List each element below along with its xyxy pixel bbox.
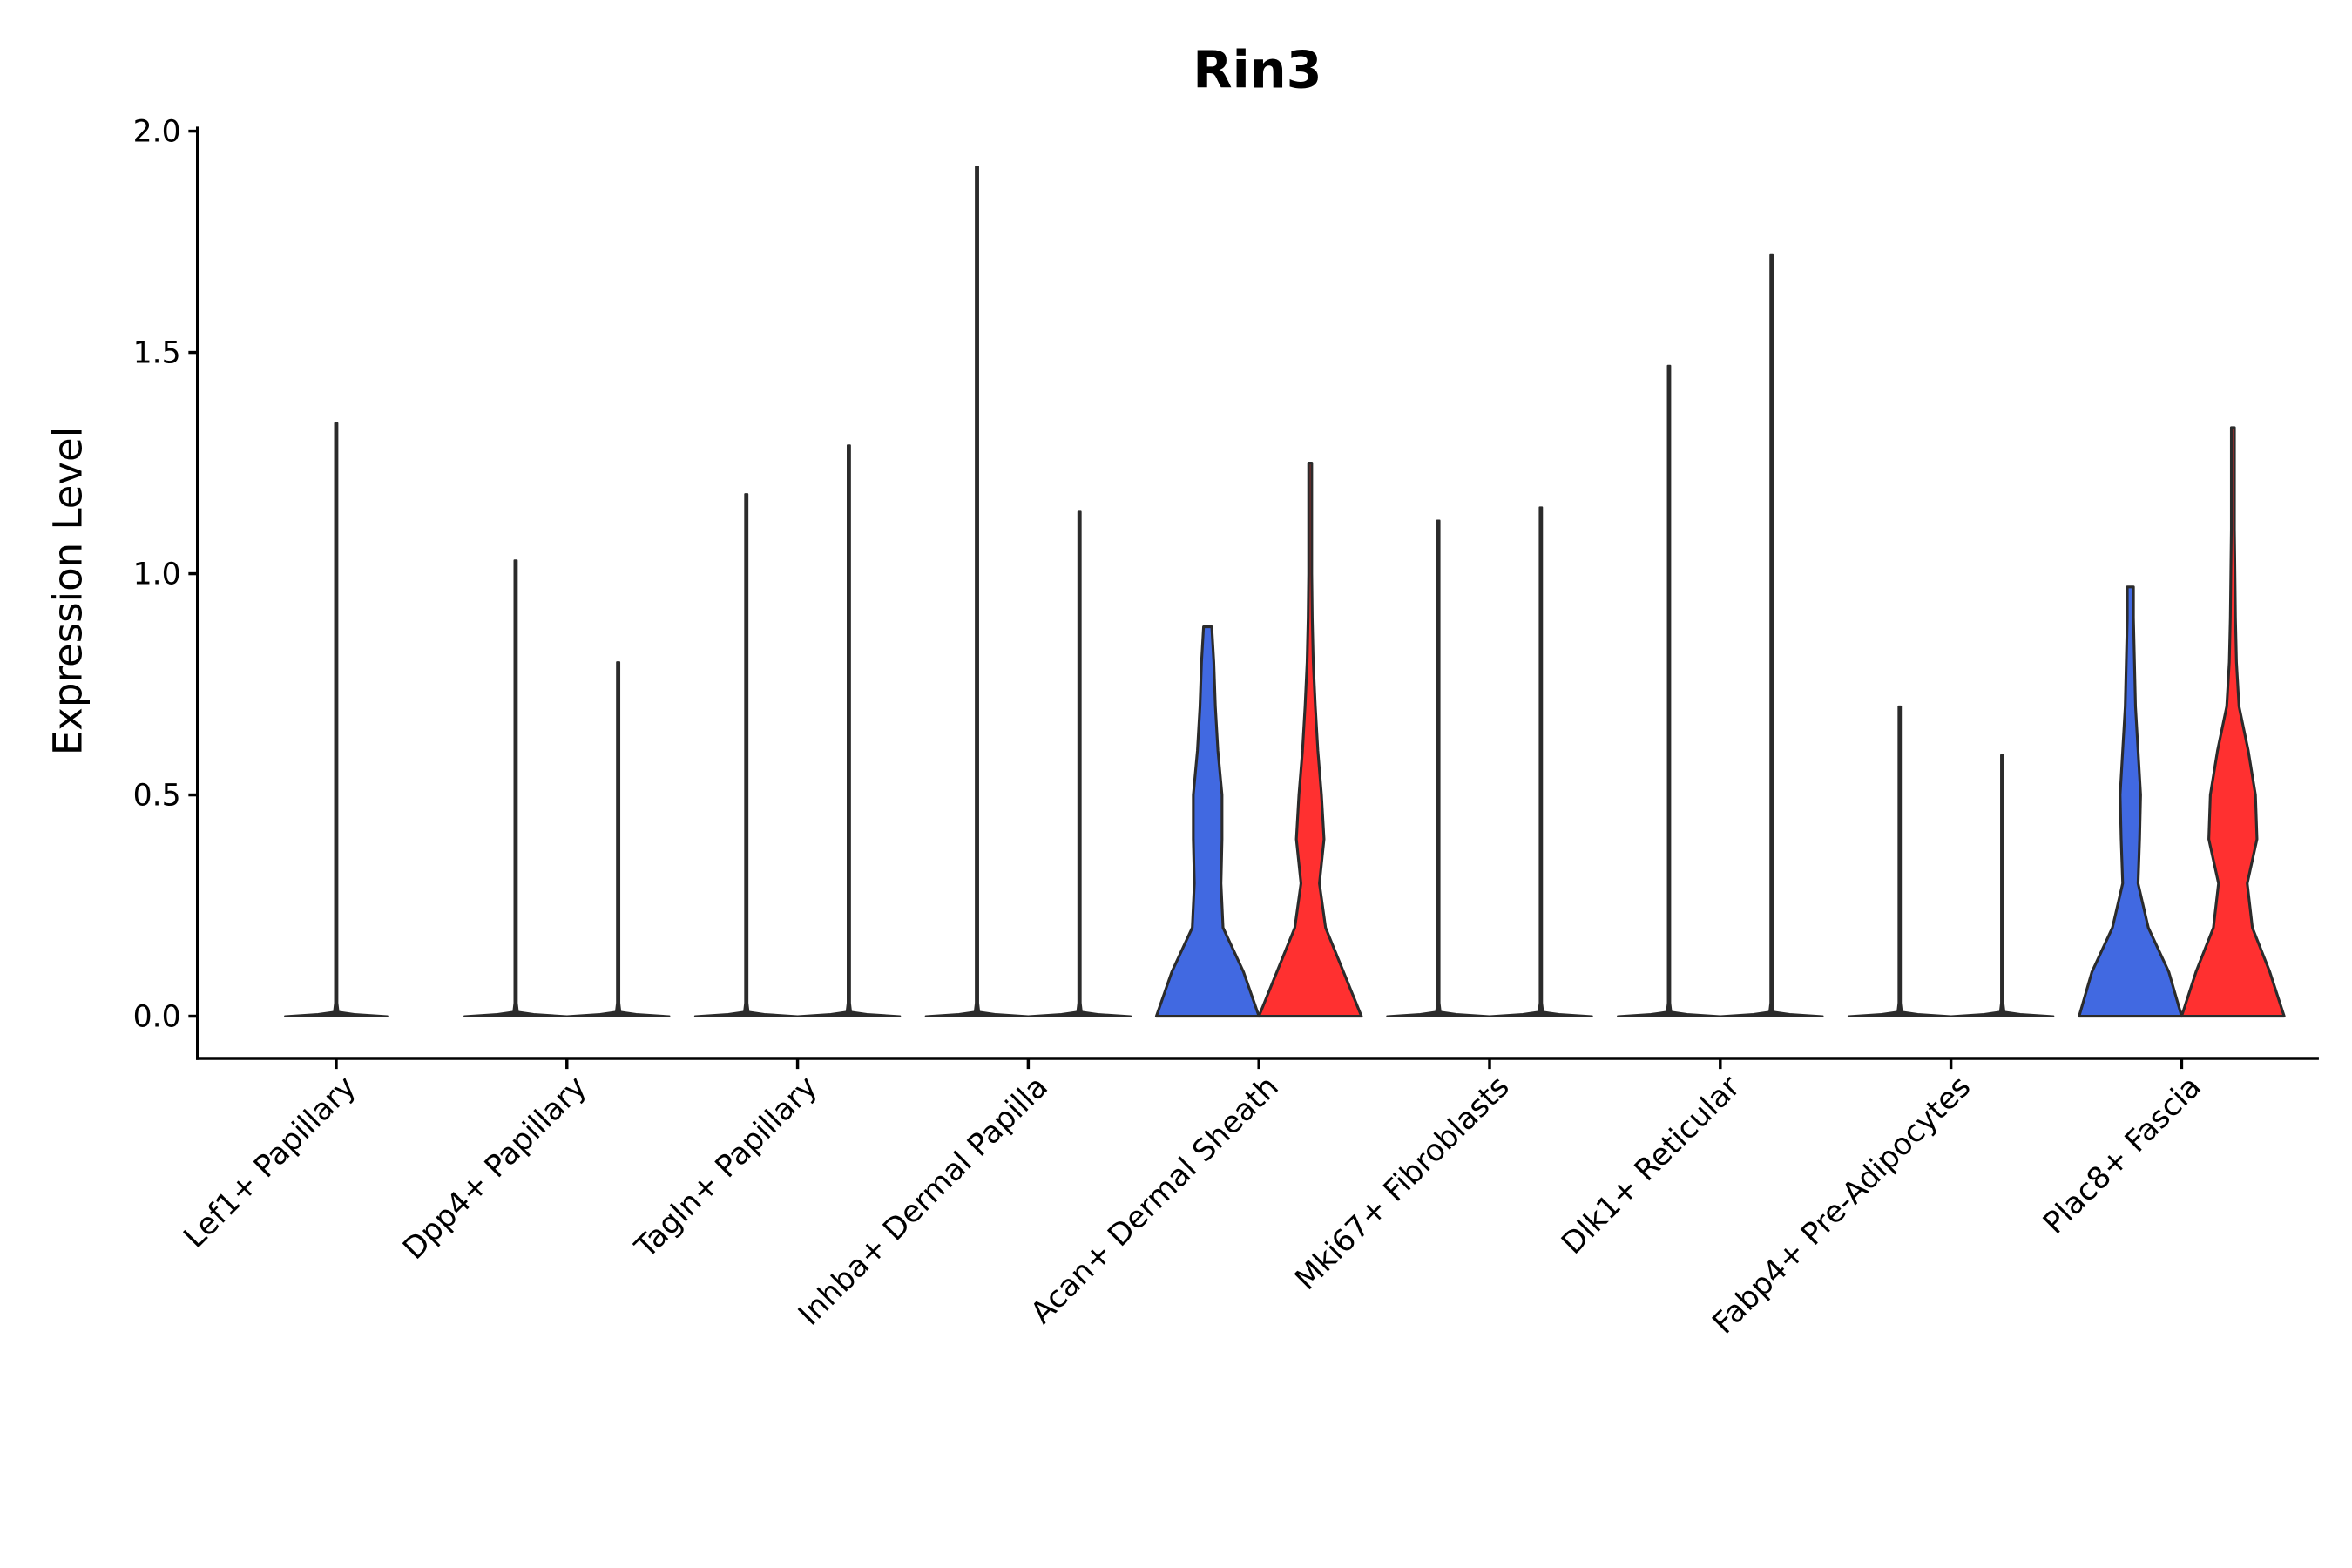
x-tick-label: Fabp4+ Pre-Adipocytes [1706,1070,1977,1342]
x-tick-label: Acan+ Dermal Sheath [1024,1070,1286,1331]
violin-right [1488,506,1593,1017]
y-tick-label: 0.5 [133,779,181,814]
x-tick-label: Dlk1+ Reticular [1555,1069,1747,1261]
violin-left [1847,705,1952,1017]
violin-right [2180,426,2286,1018]
x-tick-label: Tagln+ Papillary [628,1070,824,1266]
violin-left [1154,625,1260,1018]
chart-title: Rin3 [1193,39,1321,99]
violin-center [284,422,389,1017]
x-tick-label: Lef1+ Papillary [177,1070,362,1255]
plot-area [284,166,2286,1018]
x-tick-label: Mki67+ Fibroblasts [1288,1070,1516,1297]
x-ticks: Lef1+ Papillary Dpp4+ Papillary Tagln+ Pap… [177,1058,2208,1341]
violin-right [796,444,902,1017]
y-tick-label: 2.0 [133,115,181,150]
y-axis-label: Expression Level [44,427,91,755]
x-tick-label: Plac8+ Fascia [2037,1070,2208,1241]
violin-right [1257,462,1363,1018]
violin-left [1386,519,1491,1017]
violin-left [2078,585,2183,1018]
violin-left [1617,364,1721,1017]
y-tick-label: 0.0 [133,1000,181,1035]
y-tick-label: 1.5 [133,336,181,371]
y-tick-label: 1.0 [133,558,181,592]
violin-left [693,493,799,1017]
violin-right [1719,253,1824,1017]
x-tick-label: Inhba+ Dermal Papilla [792,1070,1055,1333]
violin-right [1950,754,2055,1017]
y-ticks: 0.0 0.5 1.0 1.5 2.0 [133,115,198,1035]
violin-right [1027,510,1132,1017]
violin-left [924,166,1030,1017]
violin-right [565,661,671,1017]
x-tick-label: Dpp4+ Papillary [396,1070,593,1267]
violin-left [463,559,568,1017]
